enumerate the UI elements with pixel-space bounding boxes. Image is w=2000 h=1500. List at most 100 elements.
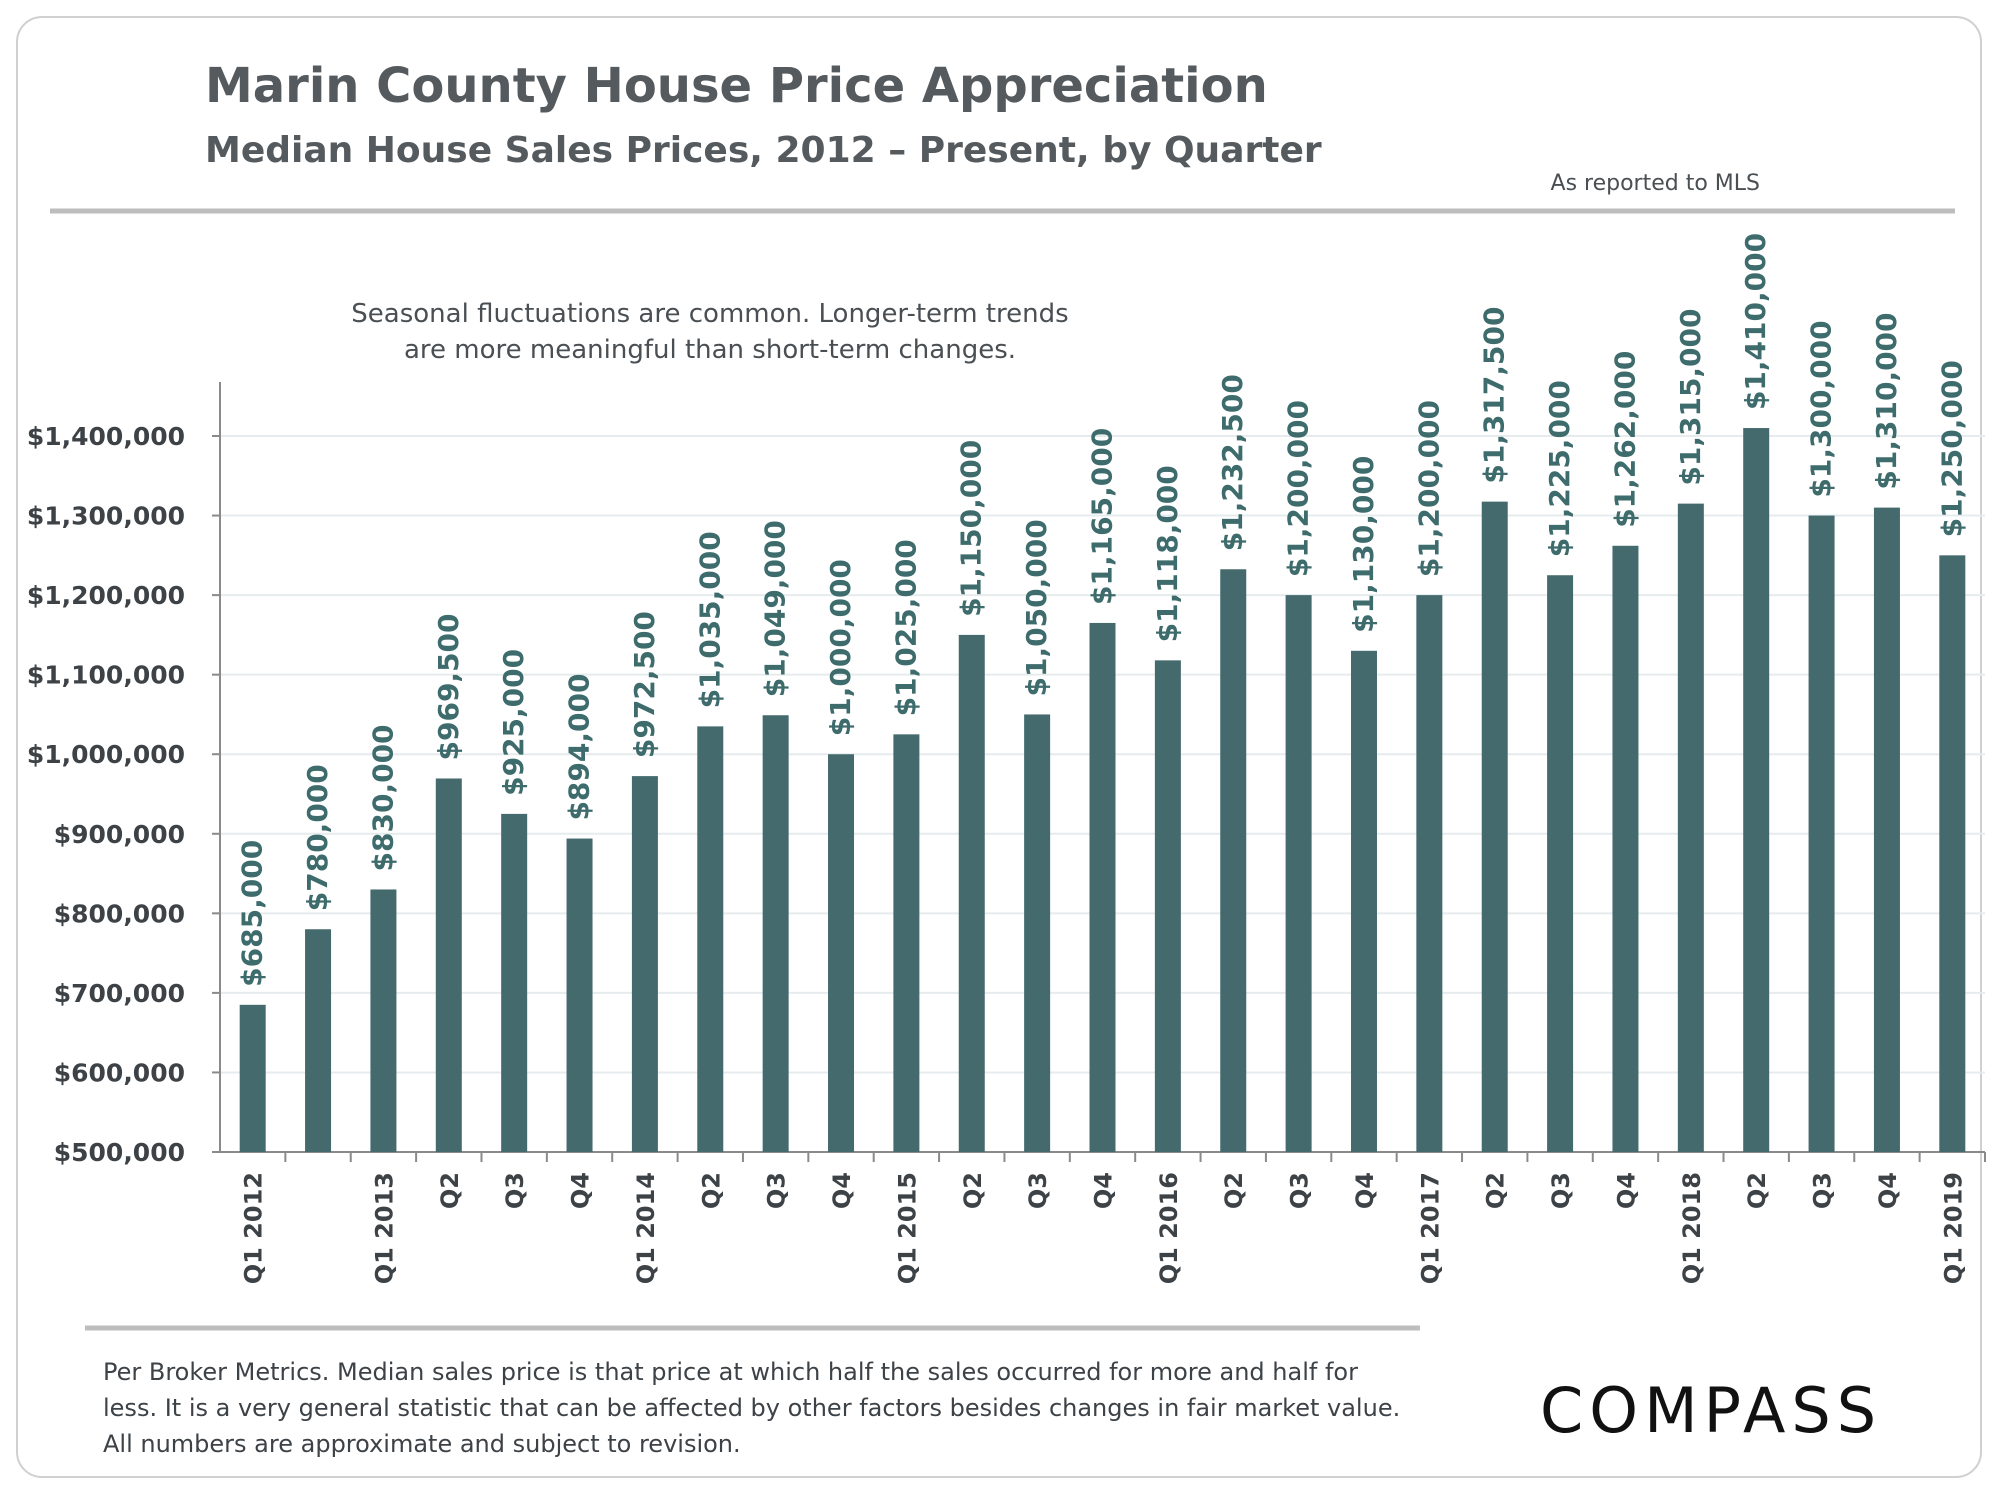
x-tick-label: Q4 (828, 1172, 856, 1209)
value-label: $972,500 (628, 611, 661, 758)
x-tick-label: Q3 (763, 1172, 791, 1209)
value-label: $1,310,000 (1870, 312, 1903, 489)
value-label: $894,000 (563, 674, 596, 821)
bar (1612, 545, 1639, 1152)
y-axis-ticks: $500,000 $600,000 $700,000 $800,000 $900,000… (27, 422, 185, 1167)
bar (1743, 428, 1770, 1152)
y-tick-label: $700,000 (54, 979, 185, 1008)
x-tick-label: Q1 2016 (1155, 1172, 1183, 1284)
x-tick-label: Q1 2017 (1416, 1172, 1444, 1284)
value-label: $969,500 (432, 613, 465, 760)
value-label: $1,315,000 (1674, 308, 1707, 485)
x-tick-label: Q3 (1809, 1172, 1837, 1209)
bar (1154, 660, 1181, 1152)
value-label: $1,410,000 (1739, 233, 1772, 410)
x-tick-label: Q1 2012 (240, 1172, 268, 1284)
value-label: $1,200,000 (1282, 400, 1315, 577)
x-tick-label: Q4 (1612, 1172, 1640, 1209)
x-tick-label: Q4 (1874, 1172, 1902, 1209)
value-label: $1,000,000 (824, 559, 857, 736)
value-label: $1,200,000 (1412, 400, 1445, 577)
bar (893, 734, 920, 1152)
bar (697, 726, 724, 1152)
y-tick-label: $600,000 (54, 1058, 185, 1087)
value-label: $1,130,000 (1347, 456, 1380, 633)
value-label: $1,150,000 (955, 440, 988, 617)
annotation-line-1: Seasonal fluctuations are common. Longer… (351, 299, 1068, 329)
x-tick-label: Q3 (1547, 1172, 1575, 1209)
y-tick-label: $1,400,000 (27, 422, 185, 451)
value-labels: $685,000 $780,000 $830,000 $969,500 $925,000… (236, 233, 1969, 987)
x-tick-label: Q1 2018 (1678, 1172, 1706, 1284)
value-label: $925,000 (497, 649, 530, 796)
bar (435, 778, 462, 1152)
x-tick-label: Q2 (436, 1172, 464, 1209)
value-label: $1,225,000 (1543, 380, 1576, 557)
bar (1220, 569, 1247, 1152)
bar (501, 813, 528, 1152)
x-tick-label: Q3 (1286, 1172, 1314, 1209)
y-tick-label: $1,300,000 (27, 502, 185, 531)
value-label: $1,165,000 (1086, 428, 1119, 605)
value-label: $830,000 (366, 724, 399, 871)
value-label: $1,250,000 (1935, 360, 1968, 537)
bar (1285, 595, 1312, 1152)
bar (239, 1004, 266, 1152)
compass-logo: COMPASS (1540, 1374, 1882, 1447)
y-tick-label: $1,100,000 (27, 661, 185, 690)
footnote-line-2: less. It is a very general statistic tha… (103, 1394, 1400, 1422)
bar (1677, 503, 1704, 1153)
y-tick-label: $1,000,000 (27, 740, 185, 769)
value-label: $1,118,000 (1151, 465, 1184, 642)
chart-title: Marin County House Price Appreciation (205, 58, 1268, 114)
x-tick-label: Q3 (1024, 1172, 1052, 1209)
value-label: $1,262,000 (1608, 351, 1641, 528)
x-tick-label: Q2 (959, 1172, 987, 1209)
value-label: $1,050,000 (1020, 519, 1053, 696)
x-axis-ticks: Q1 2012 Q1 2013 Q2 Q3 Q4 Q1 2014 Q2 Q3 Q4 Q1 2015… (240, 1172, 1968, 1284)
x-tick-label: Q4 (1090, 1172, 1118, 1209)
y-tick-label: $900,000 (54, 820, 185, 849)
bar (631, 776, 658, 1152)
bar (762, 715, 789, 1152)
bar (1350, 650, 1377, 1152)
annotation-line-2: are more meaningful than short-term chan… (404, 335, 1016, 365)
bar (1416, 595, 1443, 1152)
value-label: $1,300,000 (1805, 320, 1838, 497)
bar (828, 754, 855, 1152)
x-tick-label: Q1 2014 (632, 1172, 660, 1284)
chart-frame (16, 16, 1982, 1478)
value-label: $1,049,000 (759, 520, 792, 697)
x-tick-label: Q2 (1220, 1172, 1248, 1209)
x-tick-label: Q2 (1743, 1172, 1771, 1209)
bar (958, 634, 985, 1152)
value-label: $1,025,000 (889, 539, 922, 716)
bar (1547, 575, 1574, 1152)
footnote-line-3: All numbers are approximate and subject … (103, 1430, 741, 1458)
footnote-line-1: Per Broker Metrics. Median sales price i… (103, 1358, 1358, 1386)
bar (1808, 515, 1835, 1152)
bar (370, 889, 397, 1152)
bar (1481, 501, 1508, 1153)
value-label: $780,000 (301, 764, 334, 911)
bar (305, 929, 332, 1152)
y-tick-label: $800,000 (54, 899, 185, 928)
bar (566, 838, 593, 1152)
x-tick-label: Q2 (697, 1172, 725, 1209)
value-label: $1,317,500 (1478, 306, 1511, 483)
x-tick-label: Q1 2013 (370, 1172, 398, 1284)
y-tick-label: $1,200,000 (27, 581, 185, 610)
x-tick-label: Q3 (501, 1172, 529, 1209)
x-tick-label: Q1 2019 (1939, 1172, 1967, 1284)
x-tick-label: Q2 (1482, 1172, 1510, 1209)
y-tick-label: $500,000 (54, 1138, 185, 1167)
chart-subtitle: Median House Sales Prices, 2012 – Presen… (205, 130, 1322, 171)
source-note: As reported to MLS (1551, 171, 1760, 196)
x-tick-label: Q4 (1351, 1172, 1379, 1209)
value-label: $685,000 (236, 840, 269, 987)
bar (1089, 622, 1116, 1152)
bar (1939, 555, 1966, 1152)
bar-series (239, 428, 1966, 1153)
bar (1873, 507, 1900, 1153)
